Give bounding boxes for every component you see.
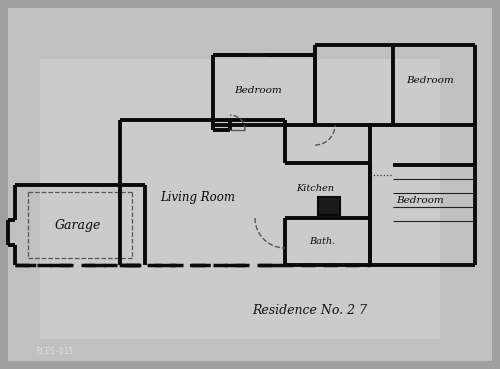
Text: Kitchen: Kitchen: [296, 183, 334, 193]
Text: Bedroom: Bedroom: [406, 76, 454, 85]
Text: Bath.: Bath.: [309, 238, 335, 246]
Text: Bedroom: Bedroom: [234, 86, 282, 94]
Text: Garage: Garage: [55, 218, 101, 231]
Bar: [40, 59, 440, 339]
Text: Bedroom: Bedroom: [396, 196, 444, 204]
Text: RCES-015: RCES-015: [36, 348, 74, 356]
Text: Residence No. 2 7: Residence No. 2 7: [252, 303, 368, 317]
Bar: [318, 197, 340, 215]
Text: Living Room: Living Room: [160, 190, 236, 203]
